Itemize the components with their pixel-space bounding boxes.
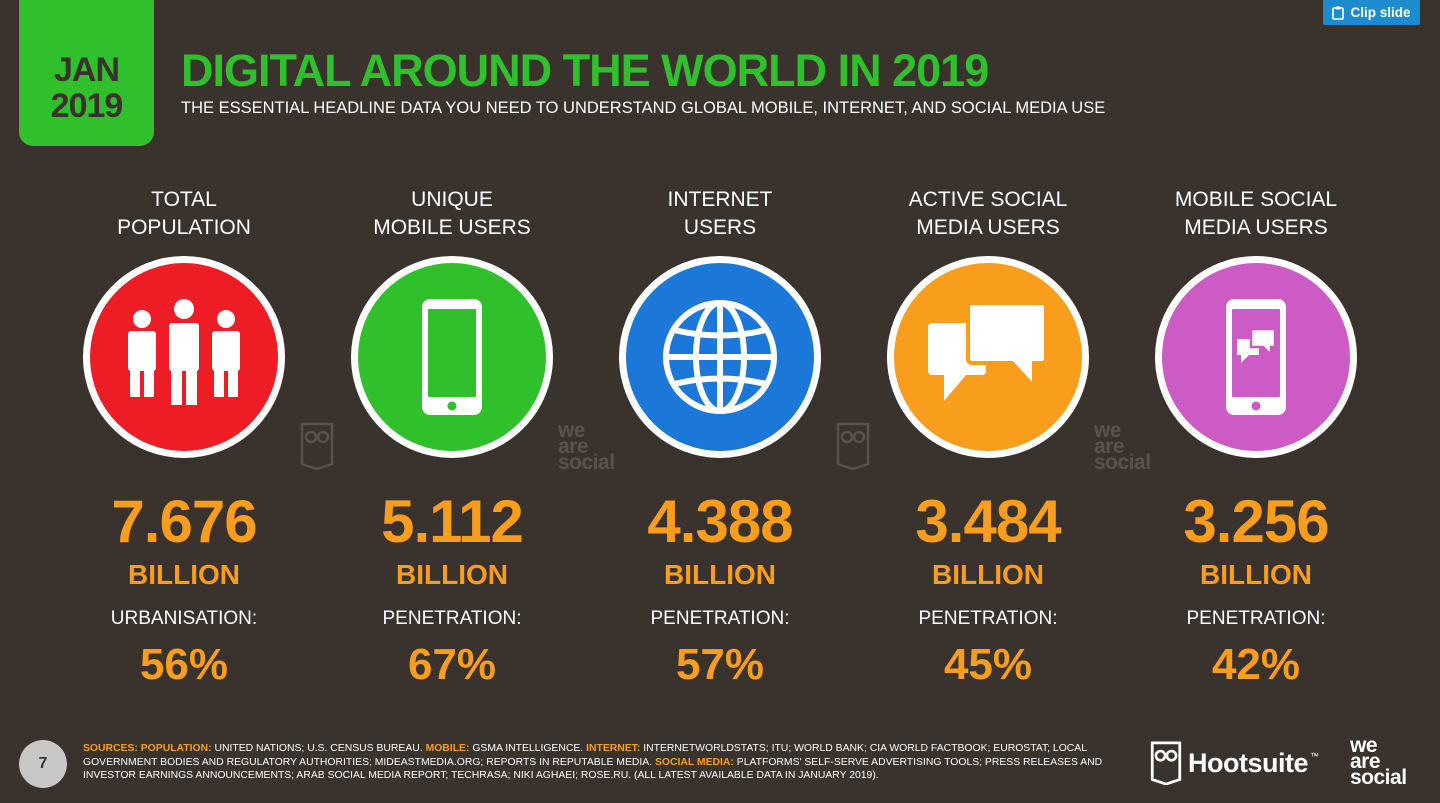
internet-label: INTERNET:	[586, 743, 641, 754]
stat-value: 7.676	[111, 488, 257, 555]
stat-label-line2: MEDIA USERS	[1184, 216, 1328, 239]
globe-icon	[663, 300, 777, 414]
stat-active-social-media-users: ACTIVE SOCIAL MEDIA USERS 3.484 BILLION …	[854, 186, 1122, 689]
stat-label-line2: USERS	[683, 216, 757, 239]
stat-label: MOBILE SOCIAL MEDIA USERS	[1122, 186, 1390, 246]
stat-label-line1: INTERNET	[667, 188, 773, 211]
stat-label: INTERNET USERS	[586, 186, 854, 246]
watermark-line1: we	[1094, 419, 1122, 442]
chat-bubbles-icon	[928, 301, 1048, 401]
trademark-symbol: ™	[1310, 751, 1319, 761]
stat-label-line1: UNIQUE	[411, 188, 493, 211]
watermark-line3: social	[1094, 451, 1151, 474]
page-number: 7	[19, 740, 67, 788]
mobile-chat-icon	[1226, 299, 1286, 415]
social-media-sources: PLATFORMS' SELF-SERVE ADVERTISING TOOLS;…	[83, 756, 1103, 782]
we-are-social-watermark: we are social	[1094, 419, 1151, 474]
clip-slide-label: Clip slide	[1350, 5, 1411, 20]
date-badge: JAN 2019	[19, 0, 154, 146]
stat-percentage: 56%	[139, 640, 229, 689]
stat-label-line1: ACTIVE SOCIAL	[908, 188, 1068, 211]
slide-subtitle: THE ESSENTIAL HEADLINE DATA YOU NEED TO …	[181, 99, 1106, 117]
stat-mobile-social-media-users: MOBILE SOCIAL MEDIA USERS 3.256 BILLION …	[1122, 186, 1390, 689]
mobile-sources: GSMA INTELLIGENCE.	[469, 743, 587, 754]
we-are-social-watermark: we are social	[558, 419, 615, 474]
stat-icon-circle	[1155, 256, 1357, 458]
watermark-line2: are	[1094, 435, 1125, 458]
watermark-line2: are	[558, 435, 589, 458]
internet-sources: INTERNETWORLDSTATS; ITU; WORLD BANK; CIA…	[83, 743, 1087, 768]
stat-icon-circle	[83, 256, 285, 458]
stat-label-line2: MEDIA USERS	[916, 216, 1060, 239]
stat-total-population: TOTAL POPULATION	[50, 186, 318, 689]
social-media-label: SOCIAL MEDIA:	[654, 756, 734, 768]
owl-watermark-icon	[300, 422, 334, 470]
logo-line3: social	[1350, 766, 1407, 789]
owl-watermark-icon	[836, 422, 870, 470]
watermark-line1: we	[558, 419, 586, 442]
sources-label: SOURCES:	[83, 743, 138, 754]
stat-percentage: 57%	[675, 640, 765, 689]
population-label: POPULATION:	[140, 743, 212, 754]
badge-year: 2019	[50, 87, 124, 125]
stat-label-line2: MOBILE USERS	[373, 216, 531, 239]
badge-month: JAN	[53, 51, 120, 89]
logo-line2: are	[1350, 750, 1381, 773]
stat-unit: BILLION	[664, 559, 776, 590]
stat-percentage: 45%	[943, 640, 1033, 689]
hootsuite-wordmark: Hootsuite	[1188, 747, 1309, 778]
sources-text: SOURCES: POPULATION: UNITED NATIONS; U.S…	[83, 742, 1103, 783]
stat-percentage: 42%	[1211, 640, 1301, 689]
stat-value: 3.256	[1183, 488, 1329, 555]
stat-label: TOTAL POPULATION	[50, 186, 318, 246]
stat-percentage: 67%	[407, 640, 497, 689]
people-icon	[128, 299, 240, 405]
clip-slide-button[interactable]: Clip slide	[1323, 0, 1420, 25]
hootsuite-owl-icon	[1150, 741, 1182, 785]
watermark-line3: social	[558, 451, 615, 474]
stat-value: 5.112	[381, 488, 524, 555]
stat-unit: BILLION	[396, 559, 508, 590]
stat-label: ACTIVE SOCIAL MEDIA USERS	[854, 186, 1122, 246]
stat-label-line2: POPULATION	[117, 216, 251, 239]
stat-unit: BILLION	[128, 559, 240, 590]
stat-value: 3.484	[915, 488, 1061, 555]
clipboard-icon	[1332, 6, 1345, 20]
stat-label-line1: TOTAL	[151, 188, 217, 211]
stat-sublabel: PENETRATION:	[918, 608, 1058, 629]
stat-icon-circle	[619, 256, 821, 458]
mobile-label: MOBILE:	[425, 743, 470, 754]
we-are-social-logo: we are social	[1350, 734, 1407, 789]
stat-sublabel: PENETRATION:	[650, 608, 790, 629]
stat-sublabel: URBANISATION:	[110, 608, 258, 629]
stat-internet-users: INTERNET USERS 4.388 BILLION PENETRATION…	[586, 186, 854, 689]
hootsuite-logo: Hootsuite ™	[1150, 741, 1319, 785]
mobile-phone-icon	[422, 299, 482, 415]
stat-unit: BILLION	[1200, 559, 1312, 590]
stat-unique-mobile-users: UNIQUE MOBILE USERS 5.112 BILLION PENETR…	[318, 186, 586, 689]
stat-unit: BILLION	[932, 559, 1044, 590]
slide-title: DIGITAL AROUND THE WORLD IN 2019	[181, 45, 989, 96]
stat-label-line1: MOBILE SOCIAL	[1174, 188, 1338, 211]
logo-line1: we	[1350, 734, 1378, 757]
population-sources: UNITED NATIONS; U.S. CENSUS BUREAU.	[211, 743, 426, 754]
stat-label: UNIQUE MOBILE USERS	[318, 186, 586, 246]
stat-sublabel: PENETRATION:	[1186, 608, 1326, 629]
stat-icon-circle	[351, 256, 553, 458]
stat-value: 4.388	[647, 488, 793, 555]
stat-sublabel: PENETRATION:	[382, 608, 522, 629]
stat-icon-circle	[887, 256, 1089, 458]
